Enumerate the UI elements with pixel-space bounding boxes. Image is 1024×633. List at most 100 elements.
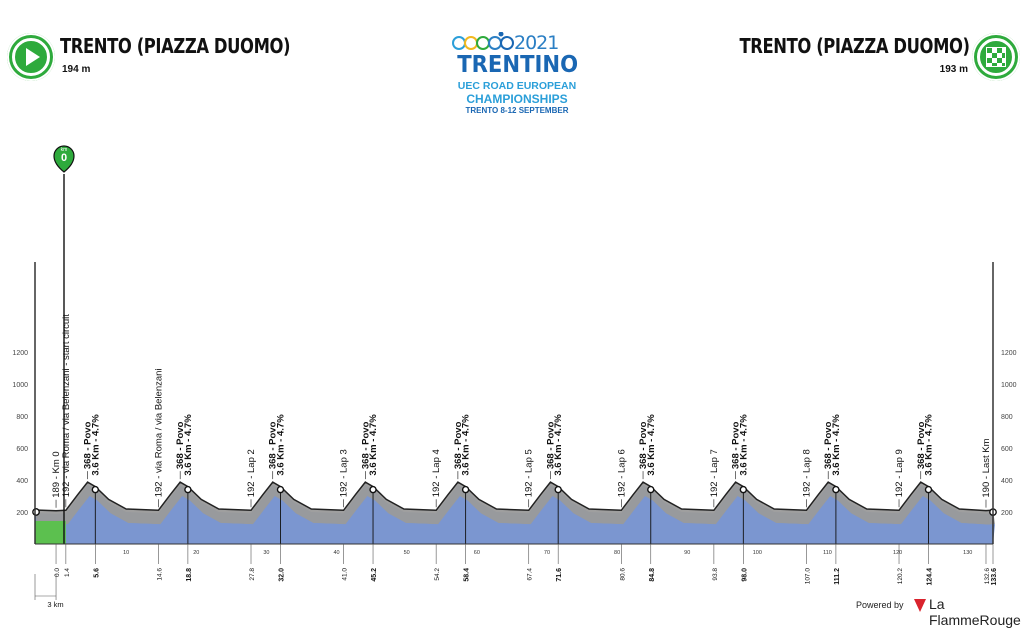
annotation-label: 192 - via Roma / via Belenzani - start c… xyxy=(61,314,72,498)
annotation-label: 192 - Lap 6 xyxy=(616,449,627,497)
annotation-label: 368 - Povo xyxy=(360,421,371,469)
annotation-label: 368 - Povo xyxy=(731,421,742,469)
km-label: 45.2 xyxy=(371,568,378,582)
profile-relief xyxy=(35,482,995,525)
x-minor-tick-label: 50 xyxy=(404,550,410,556)
y-tick-label-right: 800 xyxy=(1001,414,1013,421)
km-label: 111.2 xyxy=(834,568,841,585)
y-tick-label-right: 400 xyxy=(1001,478,1013,485)
km-label: 41.0 xyxy=(342,568,349,581)
finish-location-title: TRENTO (PIAZZA DUOMO) xyxy=(739,34,971,58)
annotation-label: 192 - Lap 8 xyxy=(801,449,812,497)
flamme-rouge-logo-icon xyxy=(914,599,926,612)
km-label: 133.6 xyxy=(991,568,998,586)
x-minor-tick-label: 10 xyxy=(123,550,129,556)
annotation-label: 3.6 Km - 4.7% xyxy=(923,414,934,476)
km-label: 27.8 xyxy=(249,568,256,581)
annotation-label: 3.6 Km - 4.7% xyxy=(183,414,194,476)
km-label: 67.4 xyxy=(527,568,534,581)
logo-subtitle-1: UEC ROAD EUROPEAN xyxy=(457,80,577,92)
cycling-rings-icon xyxy=(452,32,514,50)
annotation-label: 3.6 Km - 4.7% xyxy=(461,414,472,476)
x-minor-tick-label: 20 xyxy=(193,550,199,556)
profile-line xyxy=(34,481,994,512)
neutral-zone xyxy=(35,520,66,544)
powered-by-label: Powered by xyxy=(856,600,904,610)
annotation-label: 368 - Povo xyxy=(545,421,556,469)
climb-marker xyxy=(647,485,655,494)
checkered-flag-icon xyxy=(986,47,1006,67)
annotation-label: 3.6 Km - 4.7% xyxy=(90,414,101,476)
annotation-label: 3.6 Km - 4.7% xyxy=(831,414,842,476)
km-label: 5.6 xyxy=(93,568,100,578)
start-flag-icon xyxy=(7,33,55,81)
x-minor-tick-label: 90 xyxy=(684,550,690,556)
km-label: 84.8 xyxy=(649,568,656,582)
annotation-label: 3.6 Km - 4.7% xyxy=(275,414,286,476)
annotation-label: 192 - Lap 4 xyxy=(431,449,442,497)
km-label: 54.2 xyxy=(434,568,441,581)
finish-flag-icon xyxy=(972,33,1020,81)
annotation-label: 189 - Km 0 xyxy=(51,451,62,497)
annotation-label: 192 - Lap 7 xyxy=(709,449,720,497)
x-minor-tick-label: 80 xyxy=(614,550,620,556)
y-tick-label-left: 1000 xyxy=(12,382,28,389)
x-minor-tick-label: 100 xyxy=(753,550,762,556)
y-tick-label-left: 800 xyxy=(16,414,28,421)
km-label: 98.0 xyxy=(741,568,748,582)
y-tick-label-right: 1200 xyxy=(1001,350,1017,357)
annotation-label: 368 - Povo xyxy=(83,421,94,469)
start-location-title: TRENTO (PIAZZA DUOMO) xyxy=(60,34,291,58)
km-label: 124.4 xyxy=(926,568,933,586)
annotation-label: 192 - via Roma / via Belenzani xyxy=(153,368,164,497)
x-minor-tick-label: 60 xyxy=(474,550,480,556)
climb-marker xyxy=(739,485,748,494)
annotation-label: 190 - Last Km xyxy=(981,438,992,497)
annotation-label: 368 - Povo xyxy=(175,421,186,469)
km-label: 93.8 xyxy=(712,568,719,581)
climb-marker xyxy=(276,485,285,494)
climb-marker xyxy=(554,485,562,494)
climb-marker xyxy=(369,485,377,494)
y-tick-label-right: 200 xyxy=(1001,510,1013,517)
y-tick-label-right: 600 xyxy=(1001,446,1013,453)
x-minor-tick-label: 110 xyxy=(823,550,832,556)
climb-marker xyxy=(924,485,933,494)
km-label: 18.8 xyxy=(186,568,193,582)
logo-dates: TRENTO 8-12 SEPTEMBER xyxy=(465,106,569,115)
logo-year: 2021 xyxy=(514,32,559,54)
x-minor-tick-label: 120 xyxy=(893,550,902,556)
climb-marker xyxy=(184,485,192,494)
annotation-label: 368 - Povo xyxy=(638,421,649,469)
climb-marker xyxy=(461,485,470,494)
y-tick-label-left: 200 xyxy=(16,510,28,517)
x-minor-tick-label: 130 xyxy=(963,550,972,556)
km-label: 107.0 xyxy=(804,568,811,585)
km-label: 14.6 xyxy=(156,568,163,581)
logo-subtitle-2: CHAMPIONSHIPS xyxy=(466,92,568,106)
x-minor-tick-label: 70 xyxy=(544,550,550,556)
annotation-label: 192 - Lap 3 xyxy=(339,449,350,497)
profile-area-lower xyxy=(35,496,995,544)
km0-pin-icon xyxy=(53,145,75,173)
y-tick-label-left: 600 xyxy=(16,446,28,453)
km-label: 120.2 xyxy=(897,568,904,585)
annotation-label: 3.6 Km - 4.7% xyxy=(368,414,379,476)
km-label: 1.4 xyxy=(64,568,71,577)
logo-name: TRENTINO xyxy=(457,52,579,78)
start-dot xyxy=(32,508,40,516)
climb-marker xyxy=(832,485,840,494)
y-tick-label-right: 1000 xyxy=(1001,382,1017,389)
km-label: 80.6 xyxy=(619,568,626,581)
annotation-label: 192 - Lap 5 xyxy=(524,449,535,497)
km-label: 132.6 xyxy=(984,568,991,585)
annotation-label: 192 - Lap 9 xyxy=(894,449,905,497)
brand-name: La FlammeRouge xyxy=(929,596,1021,628)
event-logo: 2021 TRENTINO UEC ROAD EUROPEAN CHAMPION… xyxy=(440,20,590,115)
annotation-label: 368 - Povo xyxy=(268,421,279,469)
annotation-label: 368 - Povo xyxy=(916,421,927,469)
annotation-label: 3.6 Km - 4.7% xyxy=(738,414,749,476)
y-tick-label-left: 1200 xyxy=(12,350,28,357)
x-minor-tick-label: 30 xyxy=(263,550,269,556)
